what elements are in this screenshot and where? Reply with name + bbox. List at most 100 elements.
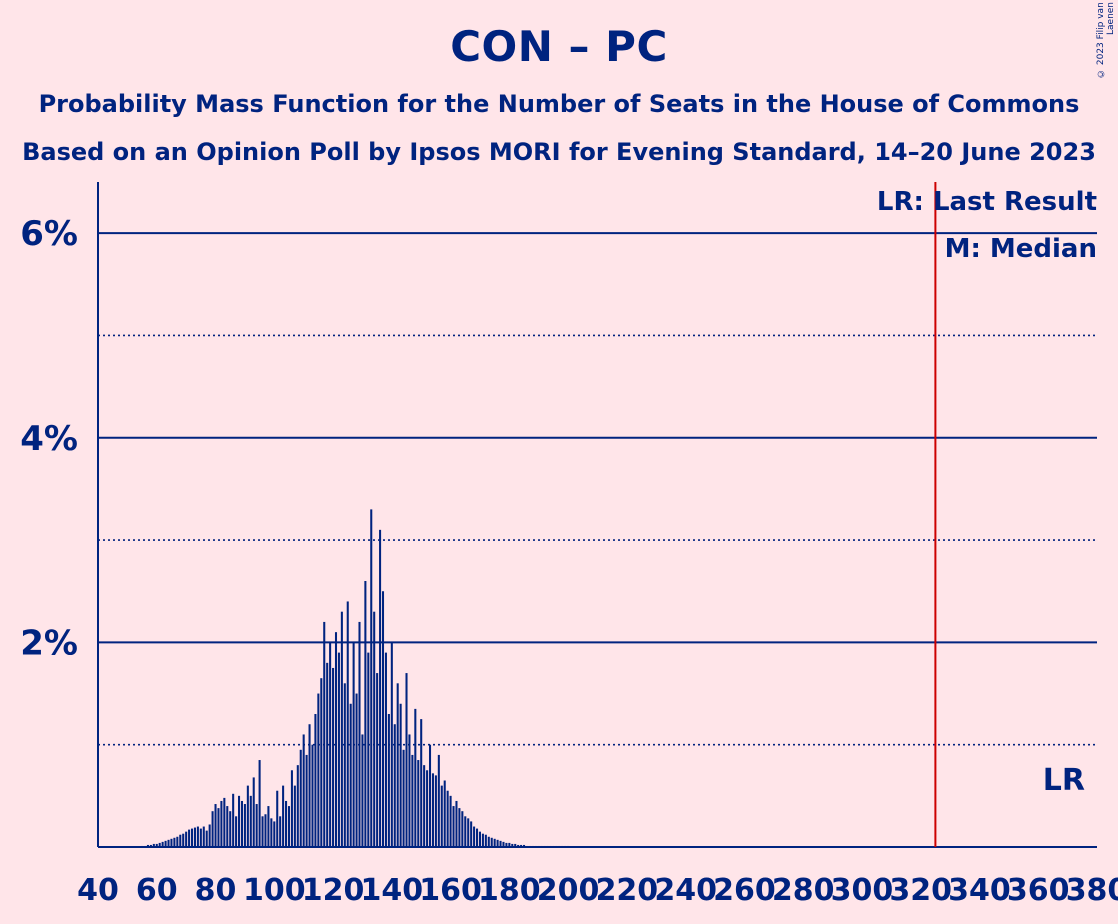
- bar: [373, 611, 376, 847]
- bar: [323, 621, 326, 847]
- axes-group: [97, 182, 1097, 848]
- bar: [193, 827, 196, 847]
- bar: [217, 808, 220, 847]
- bar: [202, 826, 205, 847]
- bar: [252, 777, 255, 847]
- x-tick-label: 40: [77, 873, 119, 908]
- bar: [461, 811, 464, 847]
- bar: [349, 703, 352, 847]
- bar: [352, 642, 355, 847]
- bar: [505, 842, 508, 847]
- bar: [399, 703, 402, 847]
- y-tick-label: 6%: [20, 214, 78, 254]
- bar: [420, 719, 423, 847]
- axis-labels-group: 2% 4% 6% 40 60 80 1001201401601802002202402602…: [20, 214, 1118, 908]
- bar: [293, 785, 296, 847]
- bar: [299, 749, 302, 847]
- bar: [185, 831, 188, 847]
- bar: [158, 842, 161, 847]
- bar: [220, 800, 223, 847]
- bar: [370, 509, 373, 847]
- bar: [182, 833, 185, 847]
- bar: [161, 841, 164, 847]
- bar: [173, 837, 176, 847]
- bar: [199, 828, 202, 847]
- bar: [208, 824, 211, 847]
- bar: [249, 795, 252, 847]
- chart-source: Based on an Opinion Poll by Ipsos MORI f…: [22, 138, 1096, 166]
- x-tick-label: 140: [361, 873, 424, 908]
- bar: [308, 724, 311, 847]
- y-tick-label: 4%: [20, 419, 78, 459]
- bar: [411, 754, 414, 847]
- bar: [426, 770, 429, 847]
- grid-lines: [98, 232, 1097, 746]
- bar: [376, 673, 379, 847]
- bar: [317, 693, 320, 847]
- bar: [446, 790, 449, 847]
- bar: [337, 652, 340, 847]
- bar: [334, 632, 338, 847]
- bar: [390, 642, 393, 847]
- bar: [358, 621, 361, 847]
- bar: [499, 840, 502, 847]
- x-tick-label: 340: [948, 873, 1011, 908]
- bar: [226, 806, 229, 847]
- bar: [440, 785, 443, 847]
- bar: [285, 800, 288, 847]
- bar: [455, 800, 458, 847]
- bar: [240, 800, 244, 847]
- bar: [190, 828, 194, 847]
- x-tick-label: 380: [1066, 873, 1118, 908]
- bar: [431, 773, 434, 847]
- bar: [155, 843, 158, 847]
- bar: [496, 839, 499, 847]
- bar: [176, 836, 179, 847]
- bar: [167, 839, 170, 847]
- legend-entry: M: Median: [945, 234, 1097, 264]
- y-tick-label: 2%: [20, 623, 78, 663]
- bar: [423, 765, 426, 847]
- bar: [414, 708, 417, 847]
- bar: [355, 693, 358, 847]
- bar: [396, 683, 399, 847]
- bar: [523, 844, 526, 847]
- bar: [508, 842, 511, 847]
- bar: [514, 843, 517, 847]
- bar: [287, 806, 291, 847]
- x-tick-label: 240: [654, 873, 717, 908]
- bar: [478, 831, 481, 847]
- bar: [502, 841, 505, 847]
- bar: [270, 818, 273, 847]
- bar: [314, 714, 317, 847]
- chart-title: CON – PC: [450, 22, 668, 71]
- bar: [476, 828, 479, 847]
- bar: [179, 834, 182, 847]
- bar: [481, 833, 484, 847]
- x-tick-label: 360: [1007, 873, 1070, 908]
- bar: [205, 830, 208, 847]
- legend-entry: LR: Last Result: [877, 187, 1097, 217]
- bar: [305, 754, 308, 847]
- bar: [449, 795, 452, 847]
- bar: [326, 662, 329, 847]
- x-tick-label: 280: [772, 873, 835, 908]
- bar: [258, 760, 261, 847]
- bar: [381, 591, 385, 847]
- bar: [290, 770, 293, 847]
- bar: [443, 780, 446, 847]
- bar: [384, 652, 387, 847]
- bar: [164, 840, 167, 847]
- bar: [279, 816, 282, 847]
- x-tick-label: 220: [596, 873, 659, 908]
- bar: [364, 581, 367, 847]
- chart-subtitle: Probability Mass Function for the Number…: [38, 90, 1080, 118]
- bar: [464, 816, 467, 847]
- bar: [196, 826, 199, 847]
- bar: [458, 808, 461, 847]
- bar: [379, 529, 382, 847]
- x-tick-label: 60: [136, 873, 178, 908]
- bar: [467, 818, 470, 847]
- bar: [246, 785, 249, 847]
